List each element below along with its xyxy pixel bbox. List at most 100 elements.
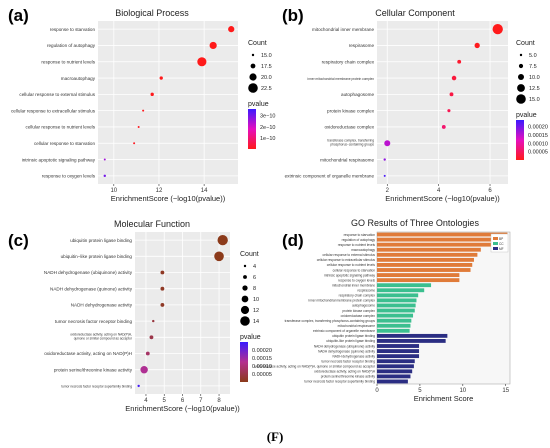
bar [377,298,417,303]
x-axis-label: EnrichmentScore (−log10(pvalue)) [125,404,240,413]
data-point [137,384,140,388]
category-label: macroautophagy [61,76,96,81]
category-label: extrinsic component of organelle membran… [313,329,375,333]
panel-d: (d) GO Results of Three Ontologies respons… [254,218,511,403]
panel-a: (a) Biological Process response to starvat… [8,6,275,203]
color-legend-title: pvalue [248,101,269,108]
color-legend-title: pvalue [240,334,261,341]
bar [377,293,419,298]
category-label: oxidoreductase complex [341,314,376,318]
category-label: cellular response to extracellular stimu… [317,258,376,262]
bar [377,273,460,277]
color-legend-value: 1e−10 [260,136,275,142]
category-label: tumor necrosis factor receptor superfami… [61,385,132,389]
size-legend-value: 8 [253,286,256,292]
category-label: cellular response to external stimulus [323,253,376,257]
category-label: response to nutrient levels [338,243,376,247]
category-label-line: phosphorus−containing groups [330,142,374,146]
data-point [152,319,155,323]
category-label: response to starvation [344,233,376,237]
bar [377,379,408,384]
color-legend-title: pvalue [516,112,537,119]
category-label: intrinsic apoptotic signaling pathway [324,273,375,277]
category-label: oxidoreductase activity, acting on NAD(P… [254,365,376,369]
category-label: response to oxygen levels [42,174,96,179]
bar [377,268,471,272]
size-legend-value: 4 [253,264,256,270]
bar [377,374,411,379]
color-legend-bar [248,109,256,149]
size-legend-value: 7.5 [529,64,537,70]
category-label: NADH dehydrogenase (ubiquinone) activity [44,270,133,275]
panel-b: (b) Cellular Component mitochondrial inner… [282,6,548,203]
bar [377,288,425,293]
color-legend-value: 0.00015 [528,133,548,139]
x-tick-label: 7 [199,398,203,404]
category-label: NADH dehydrogenase (quinone) activity [50,286,133,291]
size-legend-value: 10.0 [529,75,540,81]
data-point [384,140,391,147]
x-tick-label: 4 [437,188,441,194]
size-legend-dot [241,295,249,303]
category-label: oxidoreductase activity, acting on NAD(P… [314,370,376,374]
category-label: ubiquitin protein ligase binding [70,238,132,243]
data-point [457,59,462,64]
data-point [137,125,140,128]
data-point [150,92,154,97]
size-legend-title: Count [240,251,259,258]
size-legend-title: Count [516,40,535,47]
bar [377,364,414,369]
x-tick-label: 10 [110,188,117,194]
category-label: response to oxygen levels [338,278,375,282]
bar [377,252,478,257]
data-point [441,125,446,129]
bar [377,237,501,242]
data-point [140,365,148,374]
category-label: intrinsic apoptotic signaling pathway [22,157,96,162]
size-legend-value: 15.0 [529,97,540,103]
color-legend: pvalue 0.00020 0.00015 0.00010 0.00005 [240,334,272,382]
x-axis-label: Enrichment Score [414,394,474,403]
x-tick-label: 10 [459,388,466,394]
category-label: oxidoreductase activity, acting on NAD(P… [70,332,133,340]
color-legend-value: 2e−10 [260,125,275,131]
x-tick-label: 6 [181,398,185,404]
category-label-line: quinone or similar compound as acceptor [74,336,133,340]
size-legend: Count 5.0 7.5 10.0 12.5 15.0 [516,40,540,104]
category-label: extrinsic component of organelle membran… [285,174,375,179]
category-label: respiratory chain complex [322,59,375,64]
panel-label: (b) [282,6,304,25]
size-legend-dot [242,285,248,291]
size-legend-value: 17.5 [261,64,272,70]
category-label: NADH dehydrogenase (quinone) activity [318,349,375,353]
color-legend-value: 0.00010 [528,141,548,147]
figure-label: (F) [267,429,284,444]
plot-background [377,21,508,184]
panel-title: Molecular Function [114,219,190,229]
category-label: inner mitochondrial membrane protein com… [309,299,376,303]
color-legend: pvalue 3e−10 2e−10 1e−10 [248,101,275,149]
size-legend-dot [518,74,524,80]
color-legend-value: 0.00010 [252,364,272,370]
category-label: ubiquitin−like protein ligase binding [61,254,133,259]
bar [377,349,420,353]
size-legend-value: 5.0 [529,53,537,59]
data-point [145,351,150,356]
size-legend-value: 20.0 [261,75,272,81]
category-label: protein serine/threonine kinase activity [321,375,376,379]
size-legend-dot [517,84,525,92]
x-tick-label: 15 [502,388,509,394]
size-legend-dot [516,94,526,104]
category-label: ubiquitin-like protein ligase binding [326,339,375,343]
data-point [133,142,136,145]
category-label: oxidoreductase complex [324,125,374,130]
category-label: regulation of autophagy [47,43,96,48]
bar [377,278,460,283]
x-axis-label: EnrichmentScore (−log10(pvalue)) [385,194,500,203]
data-point [228,26,235,33]
bar [377,344,420,348]
category-label: mitochondrial respirasome [338,324,376,328]
color-legend-value: 3e−10 [260,114,275,120]
x-tick-label: 14 [201,188,208,194]
